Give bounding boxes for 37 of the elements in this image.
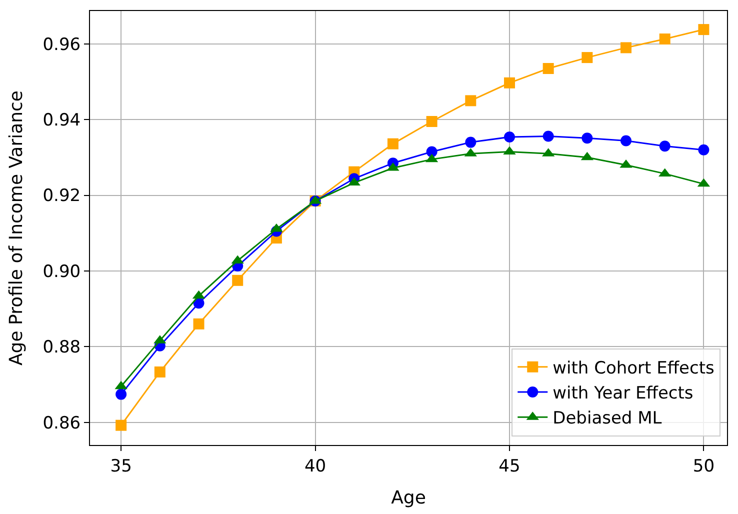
point bbox=[116, 388, 127, 400]
point bbox=[232, 274, 244, 286]
y-tick-label: 0.88 bbox=[42, 338, 81, 358]
x-tick-label: 45 bbox=[498, 456, 520, 476]
y-tick-label: 0.90 bbox=[42, 262, 81, 282]
point bbox=[465, 136, 476, 148]
point bbox=[620, 42, 632, 54]
y-tick-label: 0.94 bbox=[42, 110, 81, 131]
point bbox=[698, 24, 710, 36]
point bbox=[193, 318, 204, 330]
point bbox=[698, 144, 710, 156]
point bbox=[582, 52, 593, 64]
point bbox=[542, 63, 554, 74]
point bbox=[116, 420, 127, 431]
point bbox=[154, 366, 166, 378]
point bbox=[387, 138, 398, 150]
y-axis-title: Age Profile of Income Variance bbox=[6, 90, 27, 366]
point bbox=[582, 132, 593, 144]
x-tick-label: 35 bbox=[110, 456, 132, 476]
y-tick-label: 0.92 bbox=[42, 186, 81, 206]
point bbox=[504, 132, 515, 142]
y-tick-label: 0.96 bbox=[42, 34, 81, 55]
point bbox=[426, 146, 438, 158]
x-tick-label: 50 bbox=[692, 456, 715, 476]
y-tick-label: 0.86 bbox=[42, 413, 81, 434]
point bbox=[504, 77, 515, 88]
legend-label: Debiased ML bbox=[552, 408, 662, 429]
point bbox=[620, 135, 632, 146]
x-axis-title: Age bbox=[391, 488, 426, 508]
x-tick-label: 40 bbox=[304, 456, 326, 476]
point bbox=[659, 34, 670, 44]
point bbox=[542, 130, 554, 142]
legend-label: with Year Effects bbox=[552, 384, 694, 404]
point bbox=[659, 140, 670, 152]
point bbox=[465, 95, 476, 106]
legend-label: with Cohort Effects bbox=[552, 358, 715, 378]
point bbox=[426, 116, 438, 127]
